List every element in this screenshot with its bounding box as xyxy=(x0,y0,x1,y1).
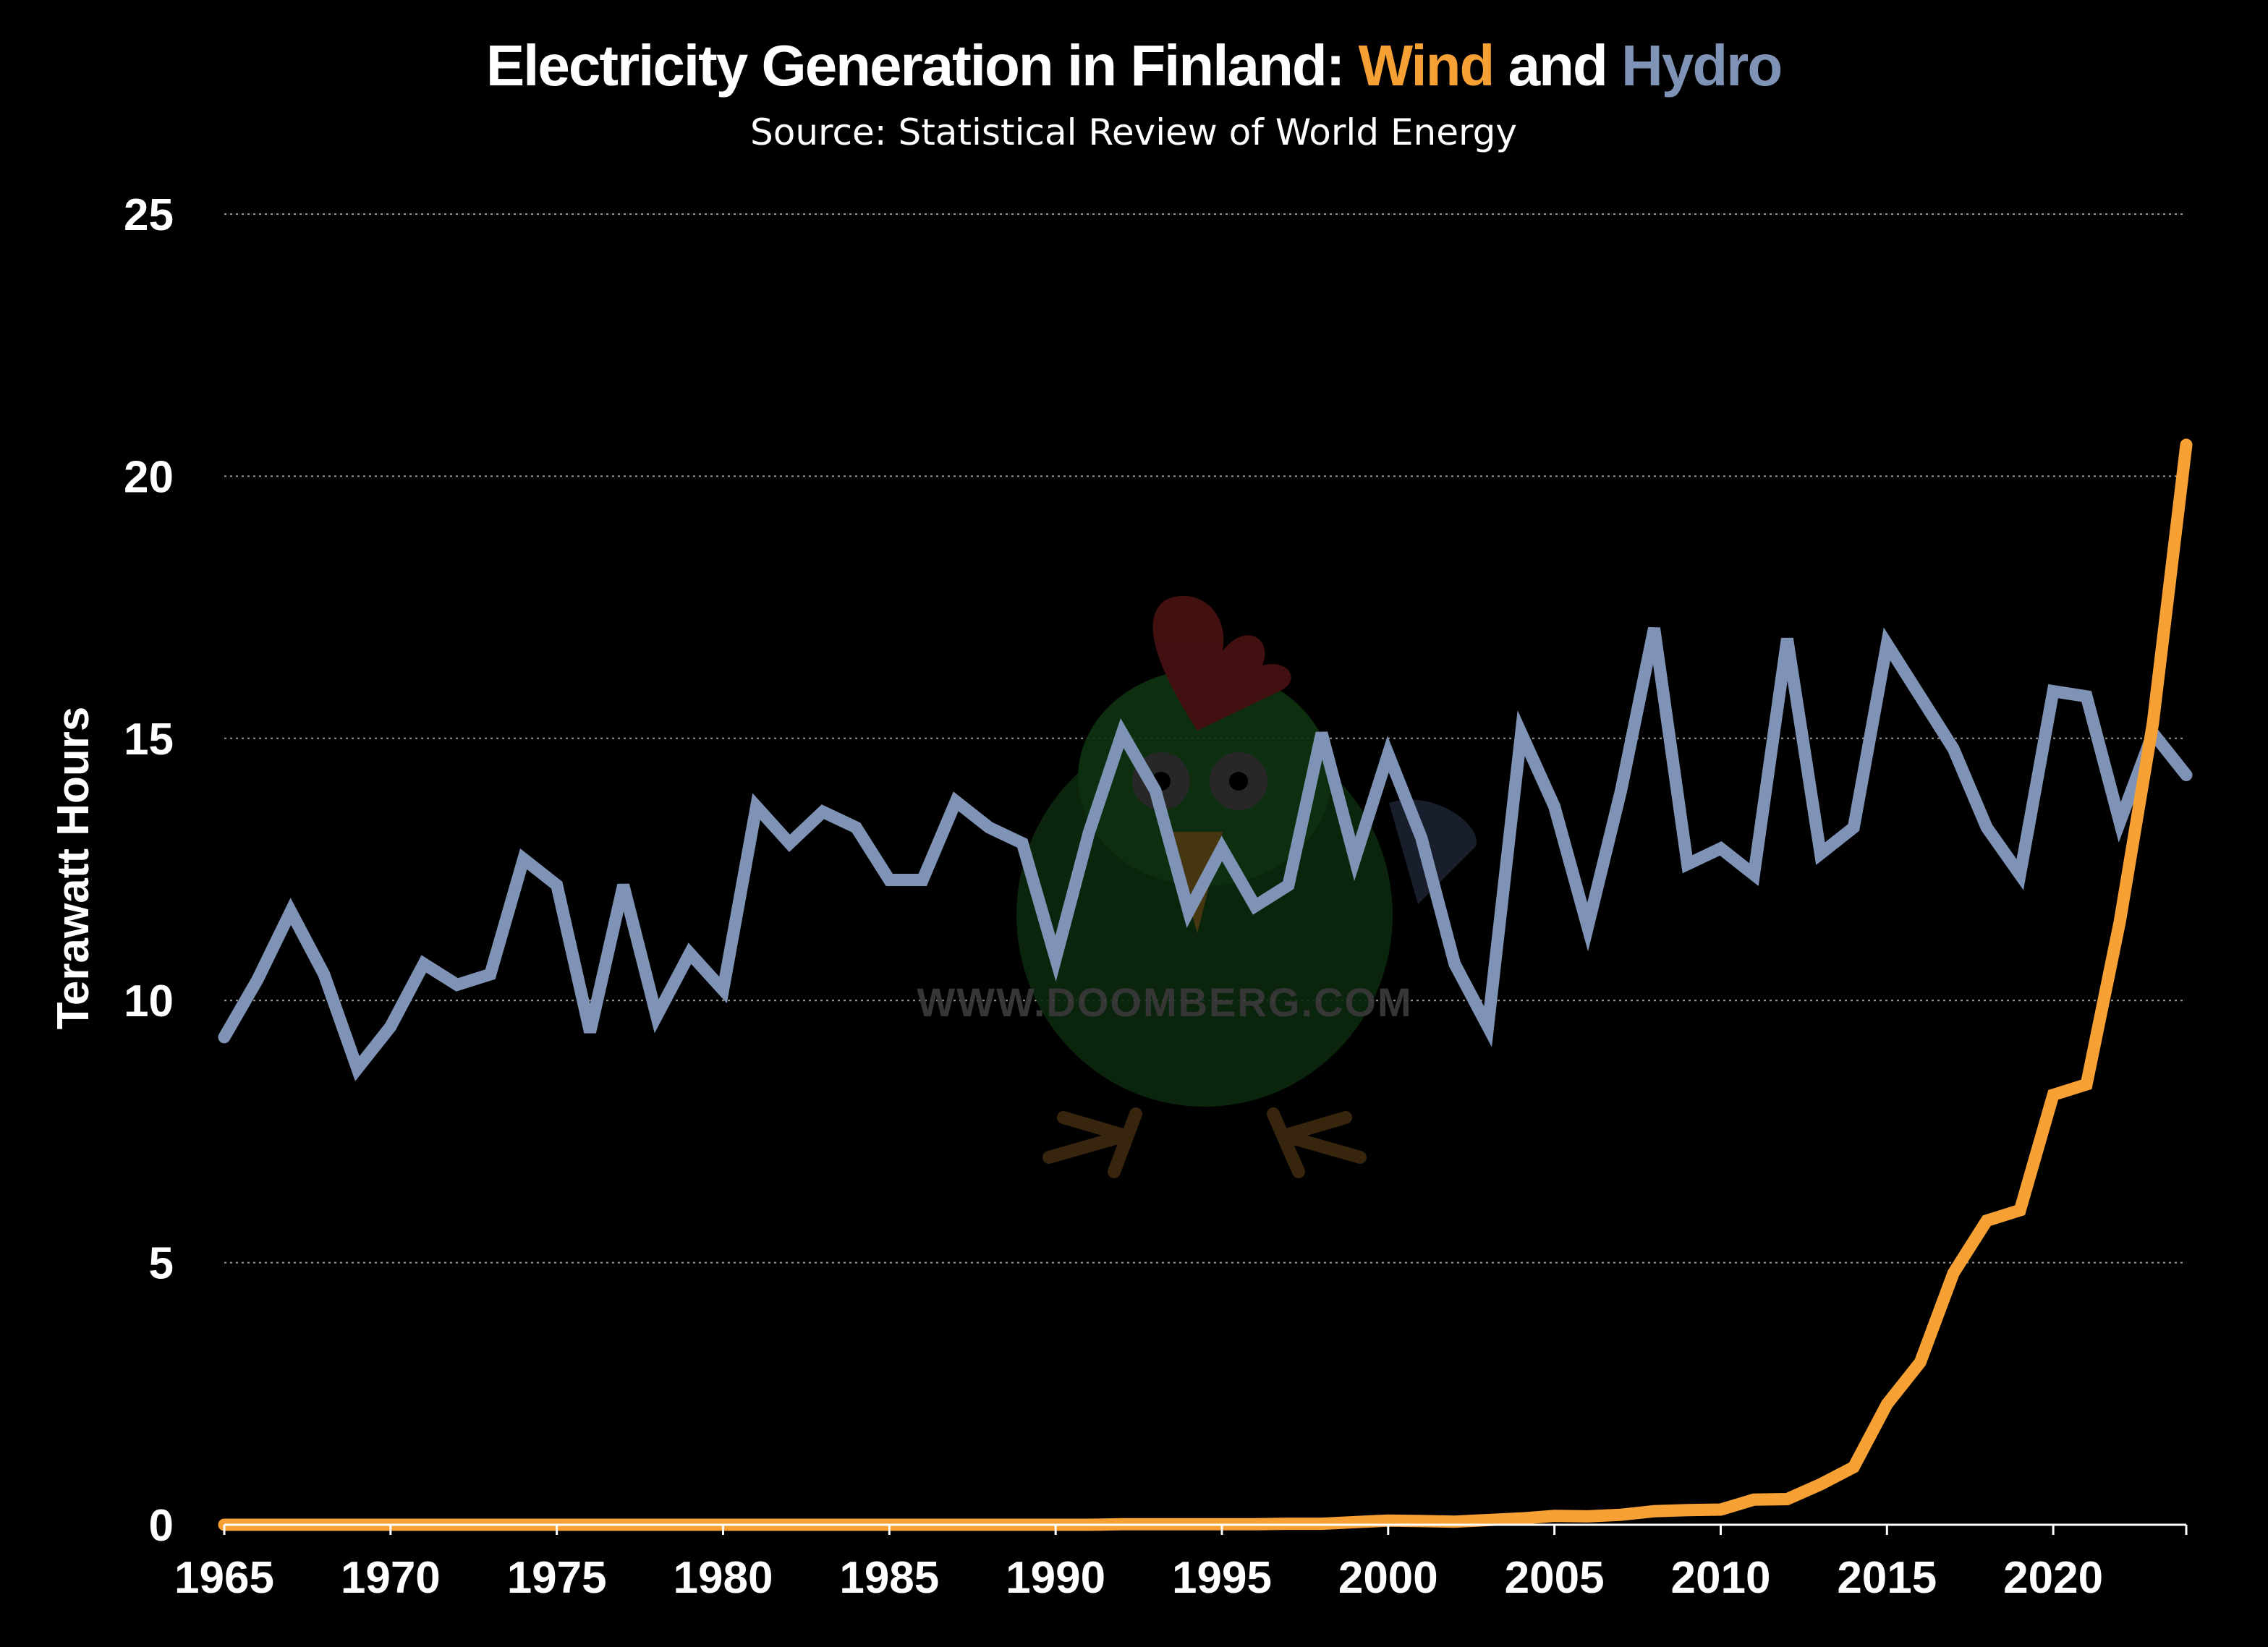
title-prefix: Electricity Generation in Finland: xyxy=(486,33,1359,98)
series-line-hydro xyxy=(218,626,2193,1081)
watermark-right-pupil xyxy=(1229,772,1248,791)
title-connector: and xyxy=(1493,33,1621,98)
y-tick-label-15: 15 xyxy=(124,715,174,765)
y-tick-label-0: 0 xyxy=(149,1501,174,1551)
x-tick-label-2010: 2010 xyxy=(1671,1553,1771,1603)
x-tick-label-1985: 1985 xyxy=(839,1553,939,1603)
chart-title: Electricity Generation in Finland: Wind … xyxy=(486,33,1781,98)
title-hydro-word: Hydro xyxy=(1621,33,1781,98)
watermark-feet xyxy=(1042,1107,1367,1178)
y-tick-label-25: 25 xyxy=(124,190,174,240)
y-tick-label-20: 20 xyxy=(124,452,174,502)
y-axis-label: Terawatt Hours xyxy=(48,707,98,1030)
y-tick-label-5: 5 xyxy=(149,1239,174,1289)
watermark-head xyxy=(1078,669,1331,886)
x-tick-label-1965: 1965 xyxy=(174,1553,274,1603)
x-tick-label-1975: 1975 xyxy=(507,1553,607,1603)
x-tick-label-1980: 1980 xyxy=(674,1553,773,1603)
x-tick-label-2015: 2015 xyxy=(1837,1553,1937,1603)
watermark-beak xyxy=(1168,832,1223,933)
x-tick-label-1995: 1995 xyxy=(1172,1553,1272,1603)
watermark-comb xyxy=(1152,595,1291,731)
x-tick-label-2020: 2020 xyxy=(2003,1553,2103,1603)
chart-subtitle: Source: Statistical Review of World Ener… xyxy=(750,111,1517,153)
x-tick-label-2005: 2005 xyxy=(1505,1553,1605,1603)
y-tick-labels: 0 5 10 15 20 25 xyxy=(124,190,174,1551)
y-tick-label-10: 10 xyxy=(124,976,174,1026)
x-axis: 1965 1970 1975 1980 1985 1990 1995 2000 2005 2010… xyxy=(174,1523,2188,1603)
x-tick-label-1990: 1990 xyxy=(1006,1553,1105,1603)
title-wind-word: Wind xyxy=(1359,33,1494,98)
watermark-text: WWW.DOOMBERG.COM xyxy=(917,979,1412,1025)
x-tick-label-1970: 1970 xyxy=(341,1553,441,1603)
x-tick-label-2000: 2000 xyxy=(1338,1553,1438,1603)
